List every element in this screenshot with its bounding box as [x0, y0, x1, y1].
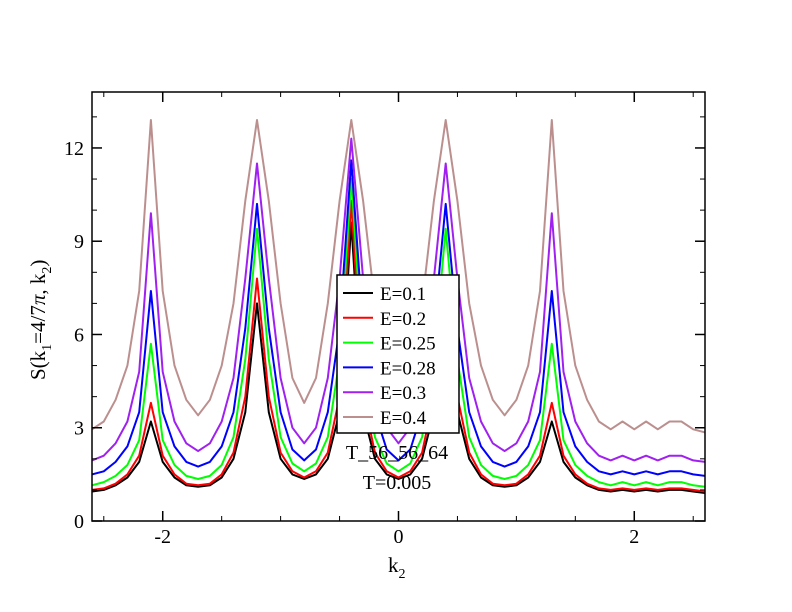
x-tick-label: -2	[154, 526, 171, 548]
x-tick-label: 0	[394, 526, 404, 548]
y-tick-label: 9	[74, 231, 84, 253]
legend-items: E=0.1 E=0.2 E=0.25 E=0.28 E=0.3 E=0.4	[343, 284, 436, 429]
y-tick-label: 3	[74, 418, 84, 440]
annotation-text: T_56_56_64	[346, 442, 448, 464]
series-line-2	[92, 178, 705, 488]
legend-label: E=0.2	[380, 309, 426, 330]
tick-layer: -2 0 2 0 3 6 9 12	[64, 92, 705, 548]
legend-label: E=0.4	[380, 408, 427, 429]
legend-box	[336, 274, 460, 434]
y-tick-label: 12	[64, 138, 84, 160]
y-axis-title: S(k1=4/7π, k2)	[26, 260, 55, 380]
series-line-1	[92, 199, 705, 493]
legend-label: E=0.3	[380, 383, 426, 404]
y-tick-label: 0	[74, 511, 84, 533]
y-tick-label: 6	[74, 324, 84, 346]
x-tick-label: 2	[629, 526, 639, 548]
series-line-4	[92, 137, 705, 463]
annotation-layer: T_56_56_64 T=0.005	[346, 442, 448, 494]
x-axis-title: k2	[388, 553, 406, 582]
series-line-3	[92, 159, 705, 477]
annotation-text: T=0.005	[363, 472, 432, 494]
series-line-0	[92, 221, 705, 494]
legend-label: E=0.25	[380, 334, 436, 355]
legend-label: E=0.28	[380, 358, 436, 379]
legend-label: E=0.1	[380, 284, 426, 305]
legend: E=0.1 E=0.2 E=0.25 E=0.28 E=0.3 E=0.4	[336, 274, 460, 434]
